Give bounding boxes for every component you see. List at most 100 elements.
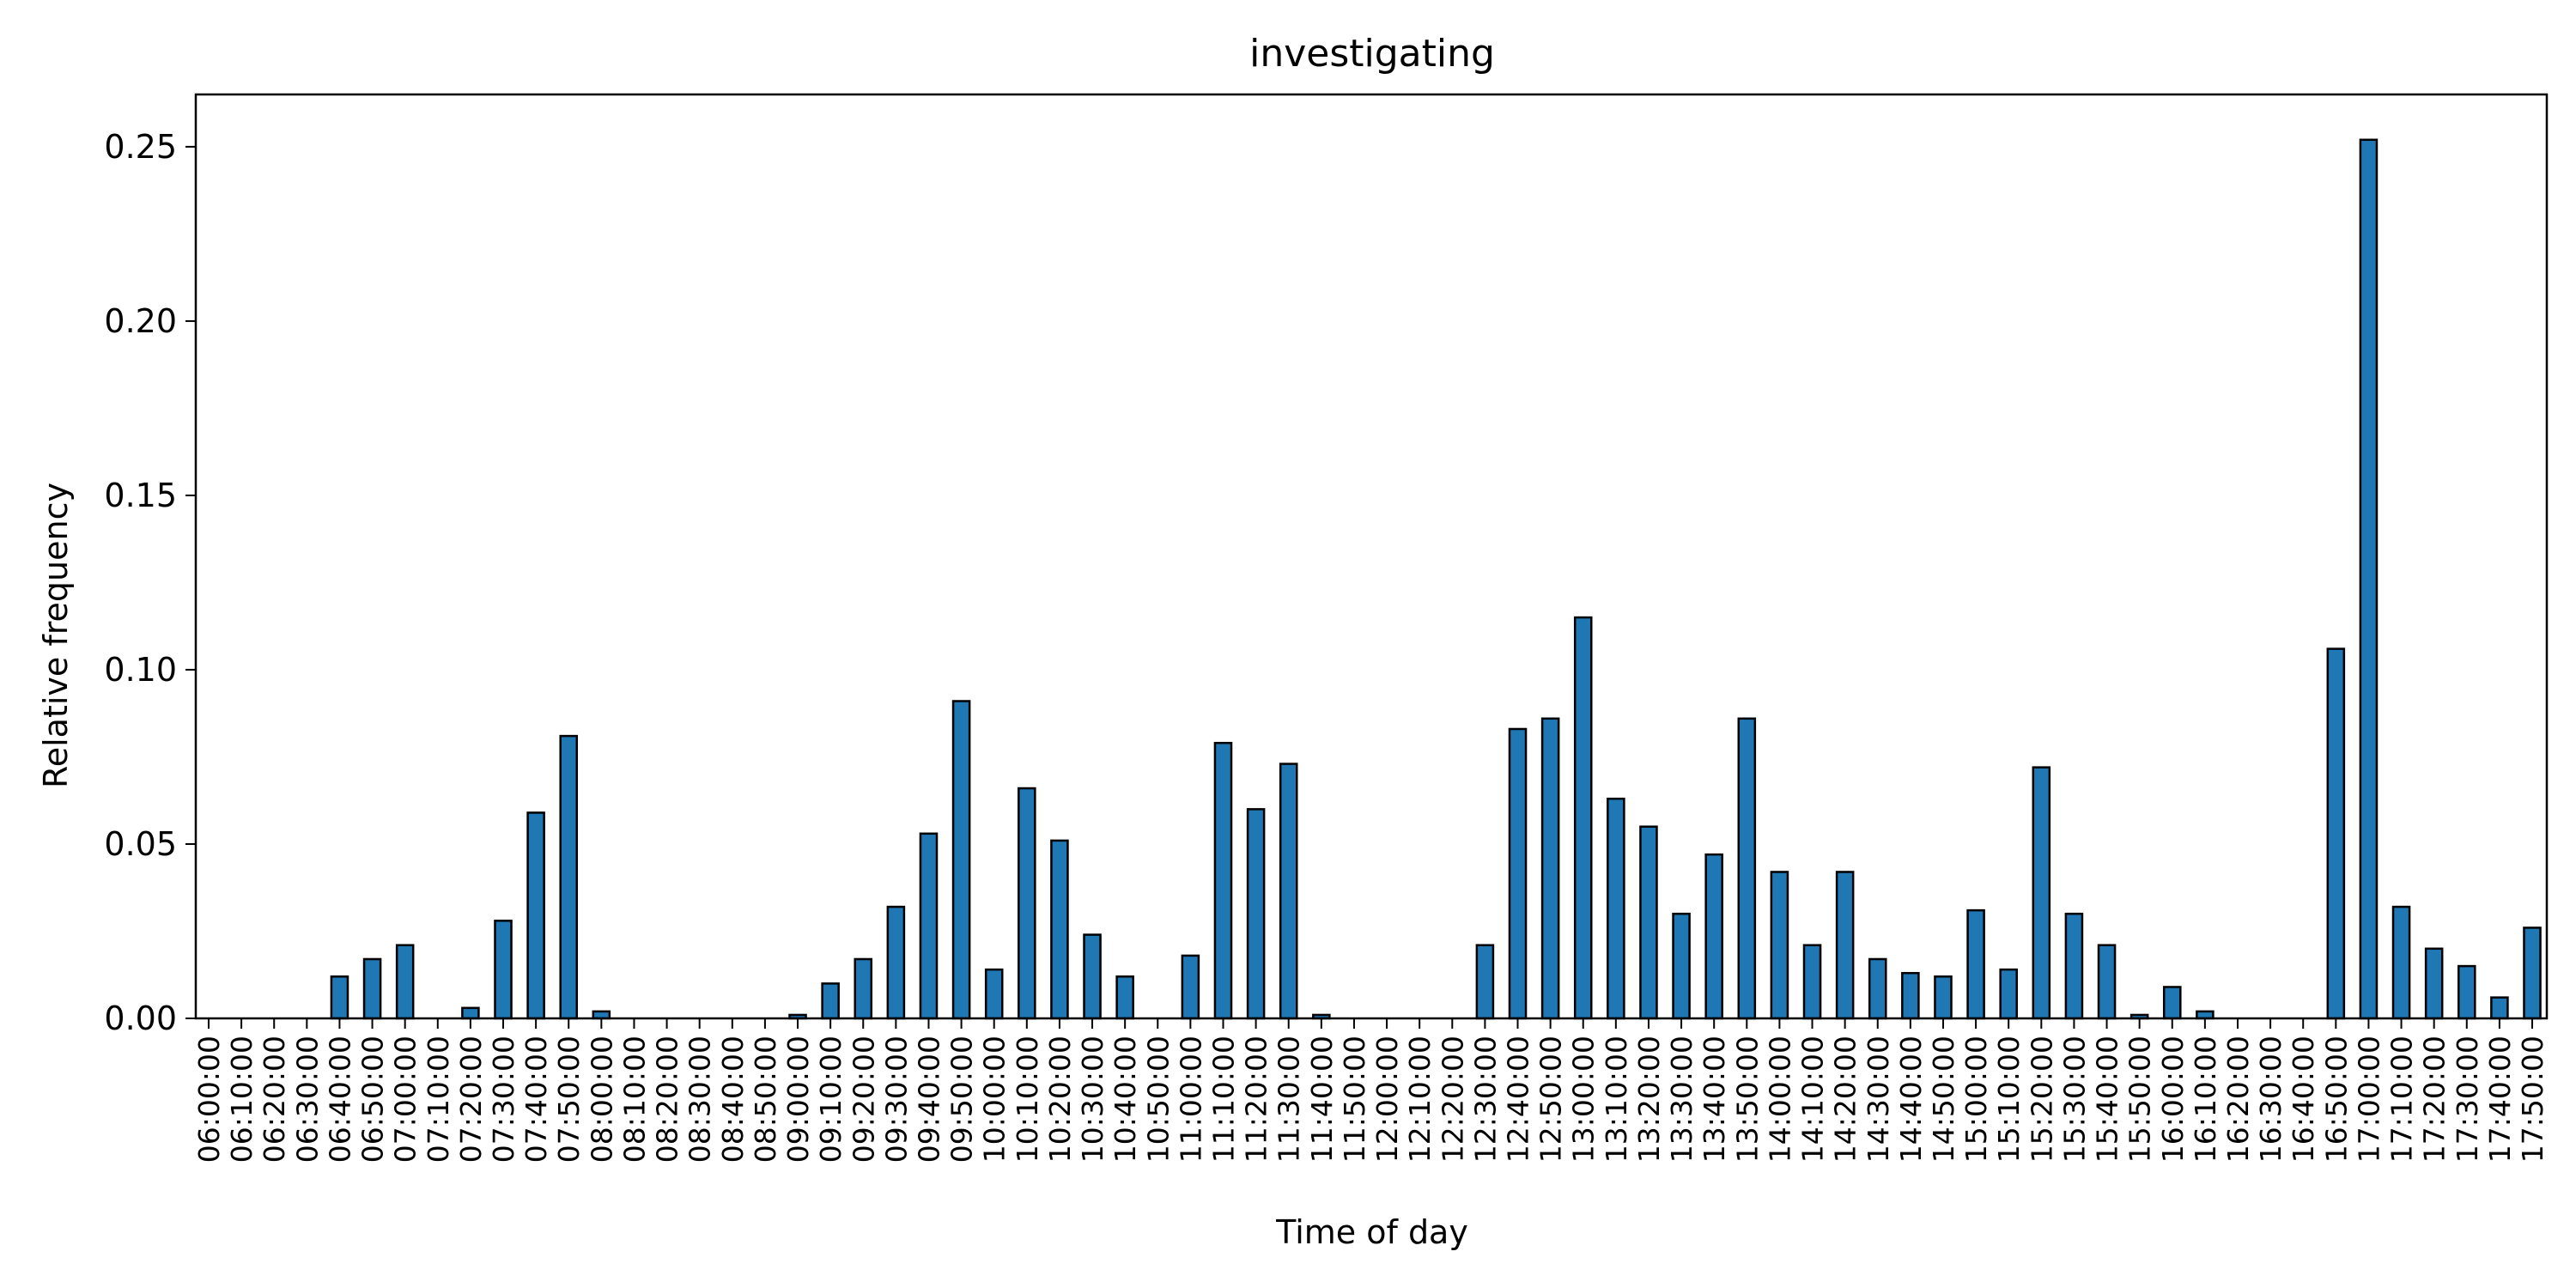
x-tick-label: 10:10:00 [1011, 1036, 1044, 1163]
x-tick-label: 08:40:00 [716, 1036, 750, 1163]
bar-10:40:00 [1115, 975, 1134, 1020]
x-tick-label: 12:10:00 [1403, 1036, 1437, 1163]
x-tick-label: 17:30:00 [2451, 1036, 2484, 1163]
bar-17:00:00 [2359, 138, 2379, 1020]
bar-13:40:00 [1704, 853, 1723, 1020]
bar-12:30:00 [1475, 944, 1495, 1020]
bar-14:10:00 [1802, 944, 1822, 1020]
x-tick-label: 10:30:00 [1076, 1036, 1109, 1163]
x-tick-label: 17:20:00 [2418, 1036, 2451, 1163]
x-tick-label: 15:30:00 [2057, 1036, 2091, 1163]
bar-17:10:00 [2391, 905, 2411, 1020]
bar-11:10:00 [1213, 741, 1233, 1020]
bar-13:10:00 [1607, 797, 1625, 1020]
x-tick-label: 12:40:00 [1502, 1036, 1535, 1163]
bar-17:20:00 [2424, 947, 2444, 1020]
bar-09:40:00 [919, 832, 939, 1020]
x-tick-label: 07:30:00 [487, 1036, 520, 1163]
bar-15:30:00 [2064, 912, 2084, 1020]
bar-09:50:00 [951, 700, 971, 1020]
bar-15:40:00 [2097, 944, 2117, 1020]
x-tick-label: 10:40:00 [1109, 1036, 1142, 1163]
y-tick-label: 0.10 [104, 651, 177, 689]
bar-series [330, 138, 2542, 1020]
y-tick-label: 0.15 [104, 477, 177, 514]
bar-13:50:00 [1737, 717, 1757, 1020]
y-tick-label: 0.00 [104, 999, 177, 1037]
x-tick-label: 17:50:00 [2516, 1036, 2549, 1163]
bar-09:30:00 [886, 905, 906, 1020]
bar-10:30:00 [1083, 933, 1102, 1020]
x-tick-label: 10:20:00 [1043, 1036, 1077, 1163]
x-tick-label: 11:20:00 [1240, 1036, 1273, 1163]
y-tick-label: 0.20 [104, 302, 177, 340]
bar-07:20:00 [461, 1006, 480, 1020]
y-axis-label: Relative frequency [37, 483, 75, 788]
bar-14:40:00 [1901, 971, 1920, 1020]
bar-11:00:00 [1181, 954, 1200, 1020]
x-tick-label: 06:40:00 [323, 1036, 356, 1163]
x-tick-label: 08:00:00 [585, 1036, 618, 1163]
x-tick-label: 14:10:00 [1796, 1036, 1830, 1163]
x-tick-label: 07:10:00 [422, 1036, 455, 1163]
x-tick-label: 13:40:00 [1698, 1036, 1731, 1163]
bar-09:10:00 [821, 982, 840, 1020]
x-tick-label: 17:40:00 [2483, 1036, 2517, 1163]
x-tick-label: 11:30:00 [1273, 1036, 1306, 1163]
bar-12:50:00 [1540, 717, 1560, 1020]
x-tick-label: 13:00:00 [1567, 1036, 1601, 1163]
bar-15:00:00 [1966, 908, 1985, 1020]
x-tick-label: 17:10:00 [2385, 1036, 2419, 1163]
x-tick-label: 12:30:00 [1468, 1036, 1502, 1163]
bar-15:20:00 [2032, 766, 2051, 1020]
x-tick-label: 10:00:00 [978, 1036, 1012, 1163]
bar-07:50:00 [559, 734, 579, 1020]
bar-13:00:00 [1573, 616, 1593, 1020]
x-tick-label: 14:20:00 [1829, 1036, 1862, 1163]
x-tick-label: 16:20:00 [2221, 1036, 2255, 1163]
y-axis: 0.00 0.05 0.10 0.15 0.20 0.25 [104, 128, 196, 1037]
x-tick-label: 16:10:00 [2189, 1036, 2222, 1163]
x-tick-label: 16:00:00 [2156, 1036, 2190, 1163]
x-axis-label: Time of day [1275, 1213, 1468, 1251]
bar-12:40:00 [1508, 727, 1528, 1020]
x-tick-label: 15:00:00 [1959, 1036, 1993, 1163]
x-tick-label: 15:50:00 [2123, 1036, 2157, 1163]
x-tick-label: 06:20:00 [258, 1036, 291, 1163]
bar-14:50:00 [1934, 975, 1953, 1020]
x-tick-label: 14:30:00 [1862, 1036, 1895, 1163]
bar-16:50:00 [2326, 647, 2346, 1020]
x-tick-label: 15:20:00 [2025, 1036, 2058, 1163]
bar-06:40:00 [330, 975, 349, 1020]
x-tick-label: 09:30:00 [879, 1036, 913, 1163]
x-tick-label: 15:10:00 [1992, 1036, 2026, 1163]
x-tick-label: 07:50:00 [552, 1036, 586, 1163]
x-tick-label: 08:30:00 [683, 1036, 717, 1163]
bar-07:40:00 [526, 811, 545, 1020]
bar-17:50:00 [2523, 927, 2542, 1020]
x-tick-label: 12:50:00 [1534, 1036, 1568, 1163]
bar-15:10:00 [1999, 968, 2018, 1020]
bar-06:50:00 [362, 957, 382, 1020]
x-tick-label: 11:40:00 [1305, 1036, 1339, 1163]
bar-07:30:00 [494, 920, 513, 1020]
plot-frame [194, 93, 2549, 1020]
x-tick-label: 14:50:00 [1927, 1036, 1960, 1163]
x-tick-label: 12:00:00 [1370, 1036, 1404, 1163]
x-tick-label: 08:50:00 [749, 1036, 782, 1163]
x-tick-label: 09:20:00 [847, 1036, 880, 1163]
x-tick-label: 14:40:00 [1894, 1036, 1928, 1163]
y-tick-label: 0.25 [104, 128, 177, 166]
bar-17:30:00 [2458, 964, 2476, 1020]
bar-10:20:00 [1050, 839, 1069, 1020]
bar-11:20:00 [1246, 808, 1266, 1020]
x-tick-label: 17:00:00 [2352, 1036, 2385, 1163]
x-tick-label: 08:10:00 [617, 1036, 651, 1163]
x-tick-label: 11:50:00 [1338, 1036, 1371, 1163]
y-tick-label: 0.05 [104, 825, 177, 863]
x-tick-label: 09:40:00 [912, 1036, 945, 1163]
bar-09:20:00 [854, 957, 873, 1020]
x-tick-label: 16:30:00 [2254, 1036, 2287, 1163]
x-tick-label: 08:20:00 [651, 1036, 684, 1163]
